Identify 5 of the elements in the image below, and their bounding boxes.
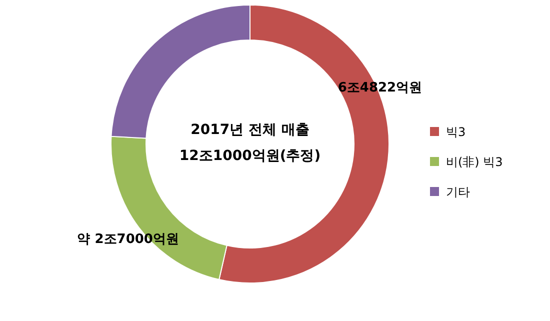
legend-label: 기타 xyxy=(446,185,470,199)
text: 12조1000억원(추정) xyxy=(179,148,321,164)
legend-label: 빅3 xyxy=(446,125,466,139)
legend-label: 비(非) 빅3 xyxy=(446,155,503,169)
text: 2017년 전체 매출 xyxy=(190,122,310,138)
